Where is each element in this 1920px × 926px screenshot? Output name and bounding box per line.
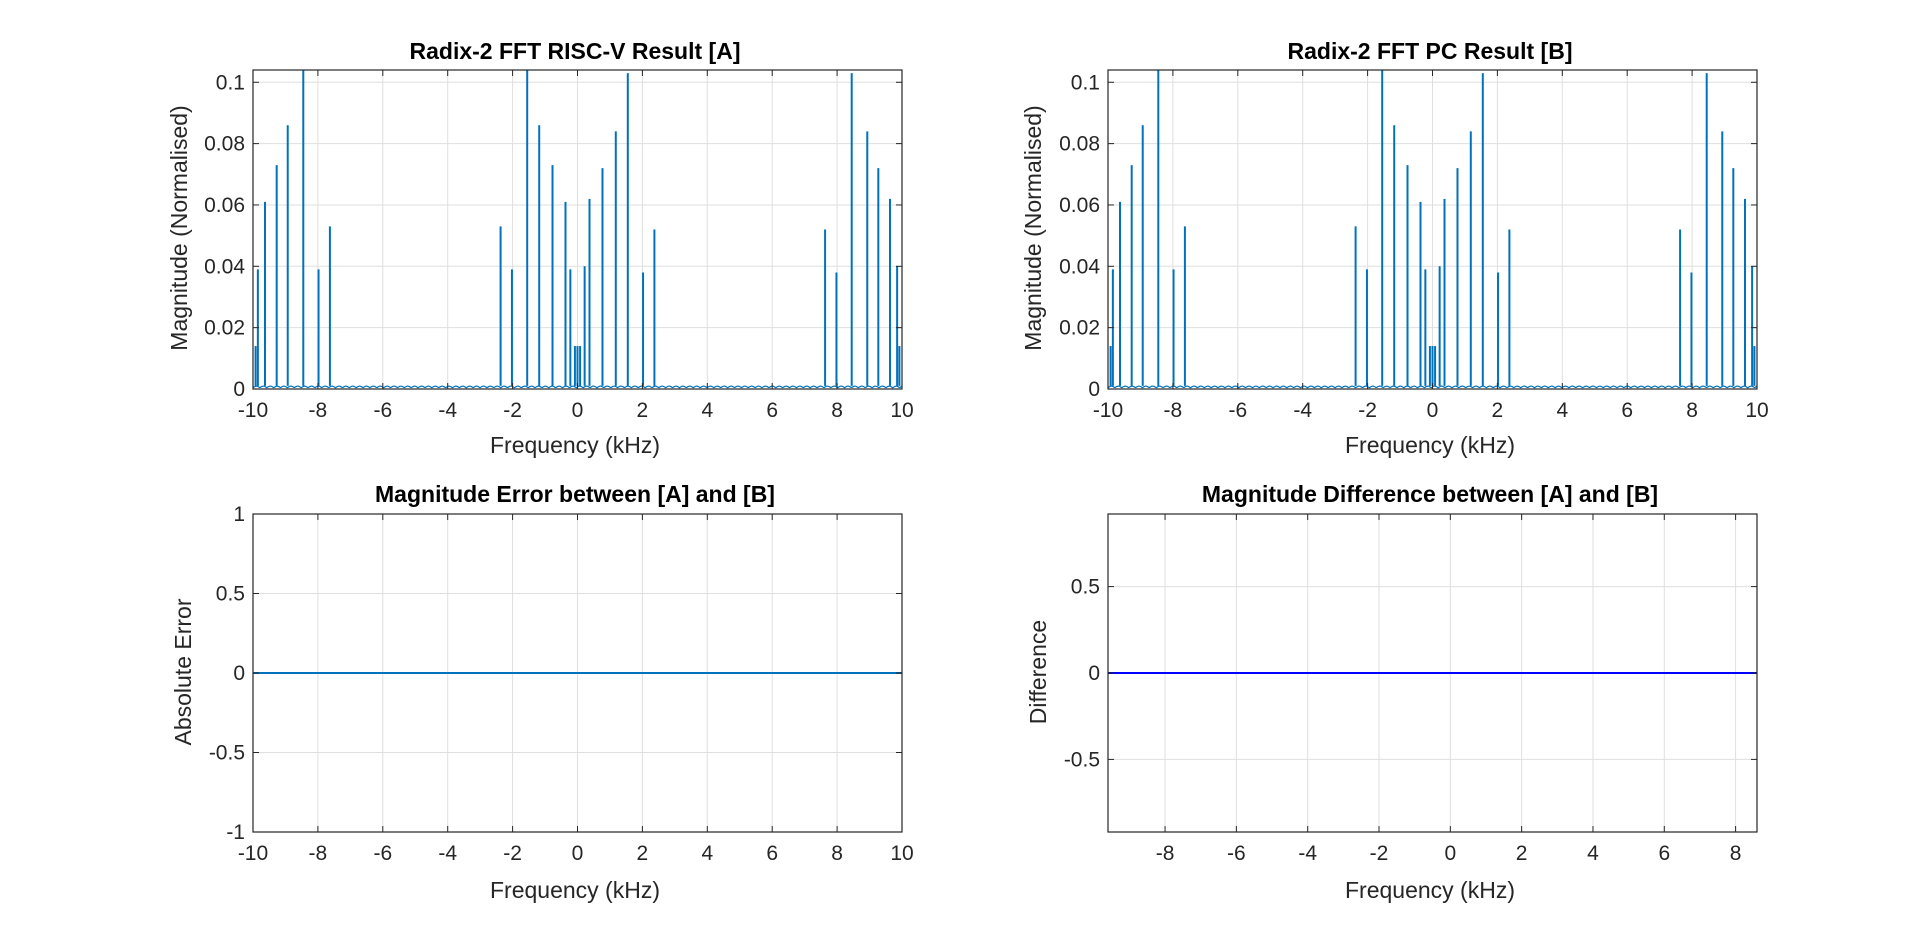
y-tick-label: 0 (1088, 662, 1100, 685)
x-tick-label: 8 (831, 399, 843, 422)
x-tick-label: -4 (438, 842, 457, 865)
x-tick-label: -2 (503, 842, 522, 865)
title-error: Magnitude Error between [A] and [B] (375, 481, 775, 507)
y-tick-label: 1 (233, 503, 245, 526)
x-tick-label: -10 (238, 399, 268, 422)
x-tick-label: 0 (1427, 399, 1439, 422)
x-tick-label: 6 (766, 399, 778, 422)
axes-riscv-result: Radix-2 FFT RISC-V Result [A] Frequency … (166, 38, 914, 458)
title-riscv: Radix-2 FFT RISC-V Result [A] (410, 38, 741, 64)
y-tick-label: -0.5 (1064, 748, 1100, 771)
x-tick-label: 10 (1745, 399, 1768, 422)
y-tick-label: 0.1 (216, 71, 245, 94)
axes-magnitude-error: Magnitude Error between [A] and [B] Freq… (170, 481, 914, 903)
x-tick-label: 8 (1730, 842, 1742, 865)
x-tick-label: -8 (1164, 399, 1183, 422)
y-tick-label: 0 (1088, 378, 1100, 401)
y-tick-label: 0 (233, 378, 245, 401)
ylabel-difference: Difference (1025, 620, 1051, 724)
y-tick-label: 0 (233, 662, 245, 685)
x-tick-label: -4 (1298, 842, 1317, 865)
ylabel-pc: Magnitude (Normalised) (1020, 105, 1046, 350)
x-tick-label: -2 (503, 399, 522, 422)
x-tick-label: 0 (1444, 842, 1456, 865)
x-tick-label: -10 (238, 842, 268, 865)
axes-magnitude-difference: Magnitude Difference between [A] and [B]… (1025, 481, 1758, 903)
xlabel-difference: Frequency (kHz) (1345, 877, 1515, 903)
x-tick-label: 0 (572, 399, 584, 422)
x-tick-label: 2 (637, 842, 649, 865)
axes-pc-result: Radix-2 FFT PC Result [B] Frequency (kHz… (1020, 38, 1769, 458)
y-tick-label: 0.08 (204, 133, 245, 156)
x-tick-label: 4 (701, 399, 713, 422)
y-tick-label: -1 (226, 821, 245, 844)
y-tick-label: 0.06 (204, 194, 245, 217)
x-tick-label: 0 (572, 842, 584, 865)
xlabel-riscv: Frequency (kHz) (490, 432, 660, 458)
x-tick-label: -6 (1228, 399, 1247, 422)
y-tick-label: 0.5 (216, 583, 245, 606)
x-tick-label: 4 (1587, 842, 1599, 865)
x-tick-label: 6 (1658, 842, 1670, 865)
x-tick-label: 2 (1516, 842, 1528, 865)
x-tick-label: 6 (1621, 399, 1633, 422)
x-tick-label: 10 (890, 842, 913, 865)
x-tick-label: 8 (831, 842, 843, 865)
y-tick-label: 0.04 (1059, 255, 1100, 278)
xlabel-pc: Frequency (kHz) (1345, 432, 1515, 458)
x-tick-label: -2 (1370, 842, 1389, 865)
x-tick-label: 8 (1686, 399, 1698, 422)
y-tick-label: 0.08 (1059, 133, 1100, 156)
x-tick-label: 6 (766, 842, 778, 865)
title-difference: Magnitude Difference between [A] and [B] (1202, 481, 1658, 507)
y-tick-label: 0.06 (1059, 194, 1100, 217)
x-tick-label: -2 (1358, 399, 1377, 422)
y-tick-label: 0.02 (204, 317, 245, 340)
x-tick-label: 10 (890, 399, 913, 422)
y-tick-label: 0.5 (1071, 576, 1100, 599)
x-tick-label: -8 (309, 842, 328, 865)
x-tick-label: 2 (1492, 399, 1504, 422)
y-tick-label: 0.1 (1071, 71, 1100, 94)
ylabel-error: Absolute Error (170, 598, 196, 745)
y-tick-label: 0.04 (204, 255, 245, 278)
x-tick-label: -8 (309, 399, 328, 422)
ylabel-riscv: Magnitude (Normalised) (166, 105, 192, 350)
y-tick-label: -0.5 (209, 742, 245, 765)
title-pc: Radix-2 FFT PC Result [B] (1288, 38, 1573, 64)
xlabel-error: Frequency (kHz) (490, 877, 660, 903)
x-tick-label: -10 (1093, 399, 1123, 422)
x-tick-label: 4 (701, 842, 713, 865)
x-tick-label: -6 (1227, 842, 1246, 865)
x-tick-label: 2 (637, 399, 649, 422)
x-tick-label: -6 (373, 399, 392, 422)
x-tick-label: 4 (1556, 399, 1568, 422)
y-tick-label: 0.02 (1059, 317, 1100, 340)
x-tick-label: -4 (1293, 399, 1312, 422)
x-tick-label: -6 (373, 842, 392, 865)
x-tick-label: -4 (438, 399, 457, 422)
x-tick-label: -8 (1156, 842, 1175, 865)
